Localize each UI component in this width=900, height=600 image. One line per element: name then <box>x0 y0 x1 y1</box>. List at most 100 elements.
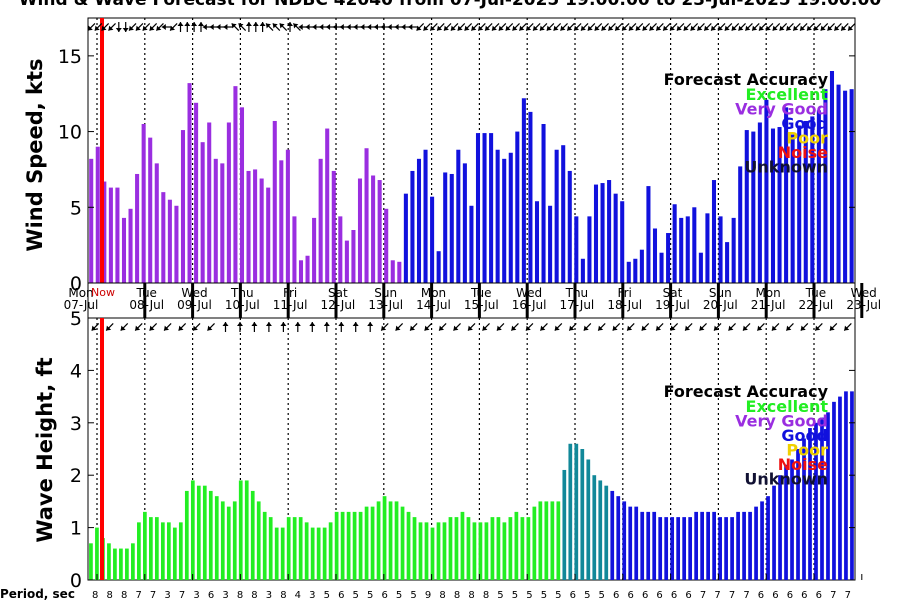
bar <box>274 527 279 580</box>
wind-panel: 051015Mon07-JulTue08-JulWed09-JulThu10-J… <box>58 17 881 319</box>
bar <box>135 173 140 283</box>
direction-arrow <box>122 22 129 32</box>
period-value: 7 <box>700 590 706 600</box>
bar <box>298 517 303 580</box>
bar <box>472 522 477 580</box>
bar <box>760 501 764 580</box>
bar <box>496 517 501 580</box>
bar <box>502 522 507 580</box>
bar <box>520 517 525 580</box>
direction-arrow <box>765 23 774 31</box>
direction-arrow <box>621 23 630 31</box>
bar <box>538 501 543 580</box>
date-label: 21-Jul <box>751 298 786 312</box>
bar <box>772 485 776 580</box>
bar <box>628 506 633 580</box>
direction-arrow <box>751 23 760 31</box>
bar <box>634 506 639 580</box>
bar <box>202 485 207 580</box>
period-value: 6 <box>382 590 388 600</box>
bar <box>423 149 428 283</box>
bar <box>495 149 500 283</box>
direction-arrow <box>756 323 765 331</box>
direction-arrow <box>259 22 266 32</box>
bar <box>718 517 722 580</box>
bar <box>143 511 147 580</box>
direction-arrow <box>662 23 671 31</box>
bar <box>128 208 133 283</box>
direction-arrow <box>128 23 137 31</box>
bar <box>633 258 638 283</box>
bar <box>725 242 730 283</box>
bar <box>803 120 808 283</box>
direction-arrow <box>800 323 809 331</box>
direction-arrow <box>587 23 596 31</box>
bar <box>604 485 609 580</box>
direction-arrow <box>294 322 301 332</box>
direction-arrow <box>820 23 829 31</box>
bar <box>178 522 183 580</box>
period-value: 7 <box>714 590 720 600</box>
direction-arrow <box>546 23 555 31</box>
direction-arrow <box>710 23 719 31</box>
bar <box>626 261 631 283</box>
period-value: 9 <box>425 590 431 600</box>
bar <box>777 127 782 283</box>
bar <box>410 170 415 283</box>
bar <box>89 543 93 580</box>
legend-title: Forecast Accuracy <box>664 70 829 89</box>
direction-arrow <box>309 322 316 332</box>
period-value: 5 <box>512 590 518 600</box>
bar <box>352 511 357 580</box>
period-value: 7 <box>150 590 156 600</box>
bar <box>676 517 681 580</box>
bar <box>711 180 717 283</box>
bar <box>430 196 435 283</box>
direction-arrow <box>134 323 143 331</box>
direction-arrow <box>438 323 447 331</box>
direction-arrow <box>207 323 215 331</box>
legend-item: Good <box>781 426 828 445</box>
bar <box>449 173 454 283</box>
bar <box>220 501 225 580</box>
direction-arrow <box>223 24 234 30</box>
bar <box>548 205 553 283</box>
bar <box>418 522 423 580</box>
bar <box>541 124 546 283</box>
bar <box>376 501 381 580</box>
bar <box>521 98 526 283</box>
direction-arrow <box>814 323 823 331</box>
bar <box>292 216 297 283</box>
direction-arrow <box>554 323 563 331</box>
bar <box>310 527 315 580</box>
direction-arrow <box>424 323 433 331</box>
bar <box>280 527 285 580</box>
period-value: 6 <box>208 590 214 600</box>
bar <box>482 133 487 283</box>
bar <box>770 128 776 283</box>
legend-item: Poor <box>786 441 828 460</box>
bar <box>646 511 651 580</box>
direction-arrow <box>498 23 507 31</box>
chart-title: Wind & Wave Forecast for NDBC 42040 from… <box>19 0 882 10</box>
direction-arrow <box>108 23 116 31</box>
bar <box>808 428 812 580</box>
direction-arrow <box>265 322 272 332</box>
bar <box>622 501 627 580</box>
period-value: 5 <box>367 590 373 600</box>
direction-arrow <box>713 323 722 331</box>
y-tick-label: 15 <box>58 46 82 68</box>
bar <box>364 506 369 580</box>
direction-arrow <box>641 323 650 331</box>
bar <box>694 511 699 580</box>
bar <box>115 187 120 283</box>
bar <box>736 511 740 580</box>
direction-arrow <box>717 23 726 31</box>
bar <box>790 459 794 580</box>
period-value: 5 <box>396 590 402 600</box>
direction-arrow <box>525 323 534 331</box>
direction-arrow <box>827 23 835 31</box>
date-label: 10-Jul <box>225 298 260 312</box>
